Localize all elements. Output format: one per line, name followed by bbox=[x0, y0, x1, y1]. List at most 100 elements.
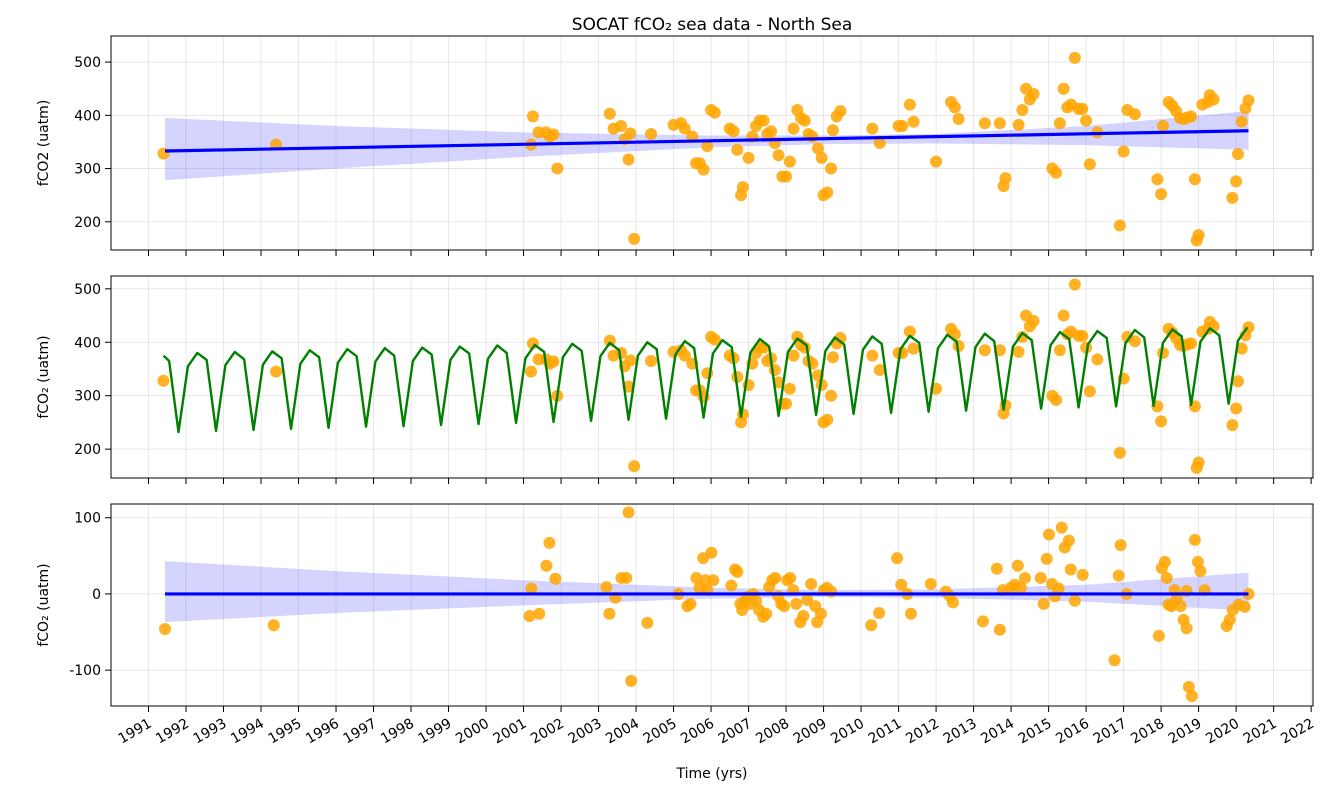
data-point bbox=[806, 130, 819, 143]
data-point bbox=[727, 125, 740, 138]
data-point bbox=[1040, 552, 1053, 565]
data-point bbox=[896, 119, 909, 132]
data-point bbox=[873, 607, 886, 620]
data-point bbox=[1226, 191, 1239, 204]
data-point bbox=[891, 552, 904, 565]
data-point bbox=[1080, 114, 1093, 127]
axes-frame bbox=[110, 275, 1314, 479]
data-point bbox=[784, 571, 797, 584]
plot-area bbox=[157, 51, 1255, 247]
data-point bbox=[624, 354, 637, 367]
data-point bbox=[1113, 219, 1126, 232]
data-point bbox=[678, 122, 691, 135]
y-tick-label: 500 bbox=[74, 55, 101, 71]
data-point bbox=[1012, 345, 1025, 358]
y-tick-label: 400 bbox=[74, 108, 101, 124]
data-point bbox=[615, 119, 628, 132]
data-point bbox=[1113, 446, 1126, 459]
data-point bbox=[525, 582, 538, 595]
data-point bbox=[769, 571, 782, 584]
data-point bbox=[1230, 402, 1243, 415]
data-point bbox=[1155, 415, 1168, 428]
data-point bbox=[1185, 690, 1198, 703]
data-point bbox=[805, 578, 818, 591]
data-point bbox=[834, 105, 847, 118]
data-point bbox=[540, 559, 553, 572]
data-point bbox=[678, 349, 691, 362]
data-point bbox=[684, 597, 697, 610]
data-point bbox=[1192, 229, 1205, 242]
data-point bbox=[821, 186, 834, 199]
data-point bbox=[952, 340, 965, 353]
data-point bbox=[267, 619, 280, 632]
data-point bbox=[815, 151, 828, 164]
data-point bbox=[825, 585, 838, 598]
data-point bbox=[1174, 600, 1187, 613]
data-point bbox=[705, 546, 718, 559]
data-point bbox=[1050, 166, 1063, 179]
data-point bbox=[787, 122, 800, 135]
data-point bbox=[978, 344, 991, 357]
data-point bbox=[523, 610, 536, 623]
data-point bbox=[525, 365, 538, 378]
data-point bbox=[924, 578, 937, 591]
data-point bbox=[907, 342, 920, 355]
data-point bbox=[1152, 629, 1165, 642]
data-point bbox=[821, 413, 834, 426]
data-point bbox=[760, 607, 773, 620]
data-point bbox=[946, 596, 959, 609]
data-point bbox=[904, 607, 917, 620]
data-point bbox=[1050, 393, 1063, 406]
data-point bbox=[1151, 173, 1164, 186]
data-point bbox=[622, 506, 635, 519]
data-point bbox=[865, 619, 878, 632]
data-point bbox=[549, 572, 562, 585]
data-point bbox=[1037, 597, 1050, 610]
data-point bbox=[736, 181, 749, 194]
data-point bbox=[1068, 51, 1081, 64]
data-point bbox=[757, 114, 770, 127]
data-point bbox=[1235, 342, 1248, 355]
y-axis-label: fCO2 (uatm) bbox=[36, 100, 52, 187]
data-point bbox=[1231, 375, 1244, 388]
data-point bbox=[801, 594, 814, 607]
data-point bbox=[1207, 93, 1220, 106]
data-point bbox=[1083, 158, 1096, 171]
data-point bbox=[1194, 565, 1207, 578]
y-tick-label: 200 bbox=[74, 442, 101, 458]
y-axis-label: fCO₂ (uatm) bbox=[36, 563, 52, 646]
data-point bbox=[1180, 622, 1193, 635]
data-point bbox=[603, 607, 616, 620]
data-point bbox=[825, 162, 838, 175]
y-tick-label: 200 bbox=[74, 215, 101, 231]
data-point bbox=[780, 397, 793, 410]
data-point bbox=[1108, 654, 1121, 667]
y-axis-label: fCO₂ (uatm) bbox=[36, 335, 52, 418]
x-axis-label: Time (yrs) bbox=[676, 766, 748, 782]
data-point bbox=[1158, 555, 1171, 568]
data-point bbox=[1091, 353, 1104, 366]
data-point bbox=[708, 333, 721, 346]
data-point bbox=[1083, 385, 1096, 398]
fit-line bbox=[162, 326, 1249, 434]
data-point bbox=[1223, 613, 1236, 626]
data-point bbox=[1014, 581, 1027, 594]
data-point bbox=[159, 623, 172, 636]
data-point bbox=[731, 143, 744, 156]
data-point bbox=[797, 610, 810, 623]
data-point bbox=[1192, 456, 1205, 469]
data-point bbox=[815, 379, 828, 392]
data-point bbox=[1062, 534, 1075, 547]
data-point bbox=[547, 128, 560, 141]
y-tick-label: 300 bbox=[74, 162, 101, 178]
data-point bbox=[826, 351, 839, 364]
data-point bbox=[948, 101, 961, 114]
data-point bbox=[873, 364, 886, 377]
data-point bbox=[690, 571, 703, 584]
data-point bbox=[1188, 533, 1201, 546]
data-point bbox=[1076, 102, 1089, 115]
data-point bbox=[1068, 278, 1081, 291]
data-point bbox=[780, 170, 793, 183]
data-point bbox=[547, 355, 560, 368]
